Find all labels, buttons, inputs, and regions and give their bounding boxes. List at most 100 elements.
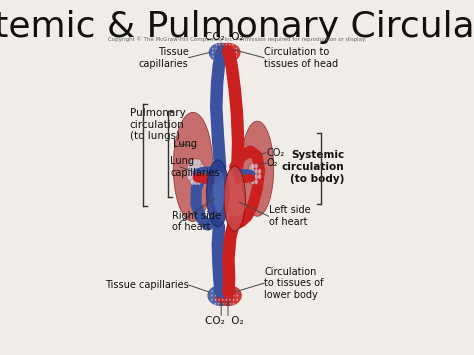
- Circle shape: [255, 169, 258, 174]
- Circle shape: [197, 159, 201, 165]
- Ellipse shape: [213, 170, 225, 213]
- Ellipse shape: [187, 158, 205, 186]
- Text: CO₂  O₂: CO₂ O₂: [205, 32, 244, 42]
- Circle shape: [251, 164, 255, 169]
- Circle shape: [219, 290, 220, 292]
- Circle shape: [236, 51, 237, 53]
- Circle shape: [255, 179, 258, 184]
- Circle shape: [258, 174, 261, 179]
- Circle shape: [197, 174, 201, 180]
- Circle shape: [222, 286, 223, 288]
- Text: Circulation
to tissues of
lower body: Circulation to tissues of lower body: [264, 267, 324, 300]
- Circle shape: [216, 51, 217, 53]
- Circle shape: [194, 174, 198, 180]
- Circle shape: [188, 174, 191, 180]
- Text: Lung: Lung: [173, 139, 197, 149]
- Circle shape: [219, 59, 220, 61]
- Circle shape: [219, 286, 220, 288]
- Text: Systemic
circulation
(to body): Systemic circulation (to body): [282, 150, 344, 184]
- Ellipse shape: [207, 285, 234, 306]
- Text: CO₂: CO₂: [266, 148, 284, 158]
- Circle shape: [226, 303, 227, 305]
- Circle shape: [232, 59, 234, 61]
- Circle shape: [211, 290, 212, 292]
- Circle shape: [255, 164, 258, 169]
- Circle shape: [219, 51, 220, 53]
- Circle shape: [226, 299, 227, 301]
- Circle shape: [222, 44, 223, 45]
- Circle shape: [251, 179, 255, 184]
- Circle shape: [229, 51, 230, 53]
- Circle shape: [222, 51, 223, 53]
- Text: Copyright © The McGraw-Hill Companies, Inc. Permission required for reproduction: Copyright © The McGraw-Hill Companies, I…: [108, 37, 366, 42]
- Circle shape: [233, 286, 234, 288]
- Ellipse shape: [247, 163, 262, 185]
- Circle shape: [229, 48, 230, 49]
- Circle shape: [222, 303, 223, 305]
- Circle shape: [229, 290, 231, 292]
- Circle shape: [194, 159, 198, 165]
- Text: Systemic & Pulmonary Circulation: Systemic & Pulmonary Circulation: [0, 10, 474, 44]
- Circle shape: [226, 286, 227, 288]
- Circle shape: [229, 299, 231, 301]
- Text: Circulation to
tissues of head: Circulation to tissues of head: [264, 47, 338, 69]
- Circle shape: [219, 44, 220, 45]
- Circle shape: [226, 51, 227, 53]
- Circle shape: [251, 169, 255, 174]
- Circle shape: [215, 299, 216, 301]
- Circle shape: [222, 48, 223, 49]
- Text: Lung
capillaries: Lung capillaries: [171, 156, 220, 178]
- Circle shape: [219, 55, 220, 57]
- Circle shape: [236, 48, 237, 49]
- Circle shape: [232, 44, 234, 45]
- Circle shape: [219, 295, 220, 296]
- Circle shape: [222, 55, 223, 57]
- Text: Pulmonary
circulation
(to lungs): Pulmonary circulation (to lungs): [130, 108, 185, 141]
- Circle shape: [248, 174, 251, 179]
- Circle shape: [222, 299, 223, 301]
- Circle shape: [197, 179, 201, 185]
- Ellipse shape: [207, 160, 229, 227]
- Circle shape: [191, 169, 194, 175]
- Circle shape: [226, 55, 227, 57]
- Ellipse shape: [216, 43, 241, 62]
- Circle shape: [226, 295, 227, 296]
- Circle shape: [229, 295, 231, 296]
- Circle shape: [216, 59, 217, 61]
- Circle shape: [200, 164, 204, 170]
- Circle shape: [258, 169, 261, 174]
- Ellipse shape: [173, 112, 213, 222]
- Circle shape: [197, 169, 201, 175]
- Circle shape: [232, 51, 234, 53]
- Ellipse shape: [215, 285, 242, 306]
- Text: Tissue
capillaries: Tissue capillaries: [139, 47, 189, 69]
- Circle shape: [216, 55, 217, 57]
- Circle shape: [233, 290, 234, 292]
- Circle shape: [237, 299, 238, 301]
- Circle shape: [212, 51, 213, 53]
- Circle shape: [212, 48, 213, 49]
- Circle shape: [233, 299, 234, 301]
- Circle shape: [188, 169, 191, 175]
- Circle shape: [233, 303, 234, 305]
- Circle shape: [194, 179, 198, 185]
- Circle shape: [197, 164, 201, 170]
- Circle shape: [219, 299, 220, 301]
- Circle shape: [215, 303, 216, 305]
- Circle shape: [216, 44, 217, 45]
- Circle shape: [237, 290, 238, 292]
- Circle shape: [191, 174, 194, 180]
- Circle shape: [251, 174, 255, 179]
- Circle shape: [248, 169, 251, 174]
- Circle shape: [200, 174, 204, 180]
- Circle shape: [229, 55, 230, 57]
- Circle shape: [233, 295, 234, 296]
- Circle shape: [229, 286, 231, 288]
- Circle shape: [229, 59, 230, 61]
- Circle shape: [211, 295, 212, 296]
- Circle shape: [236, 55, 237, 57]
- Circle shape: [191, 179, 194, 185]
- Circle shape: [215, 286, 216, 288]
- Text: CO₂  O₂: CO₂ O₂: [205, 316, 244, 326]
- Circle shape: [191, 164, 194, 170]
